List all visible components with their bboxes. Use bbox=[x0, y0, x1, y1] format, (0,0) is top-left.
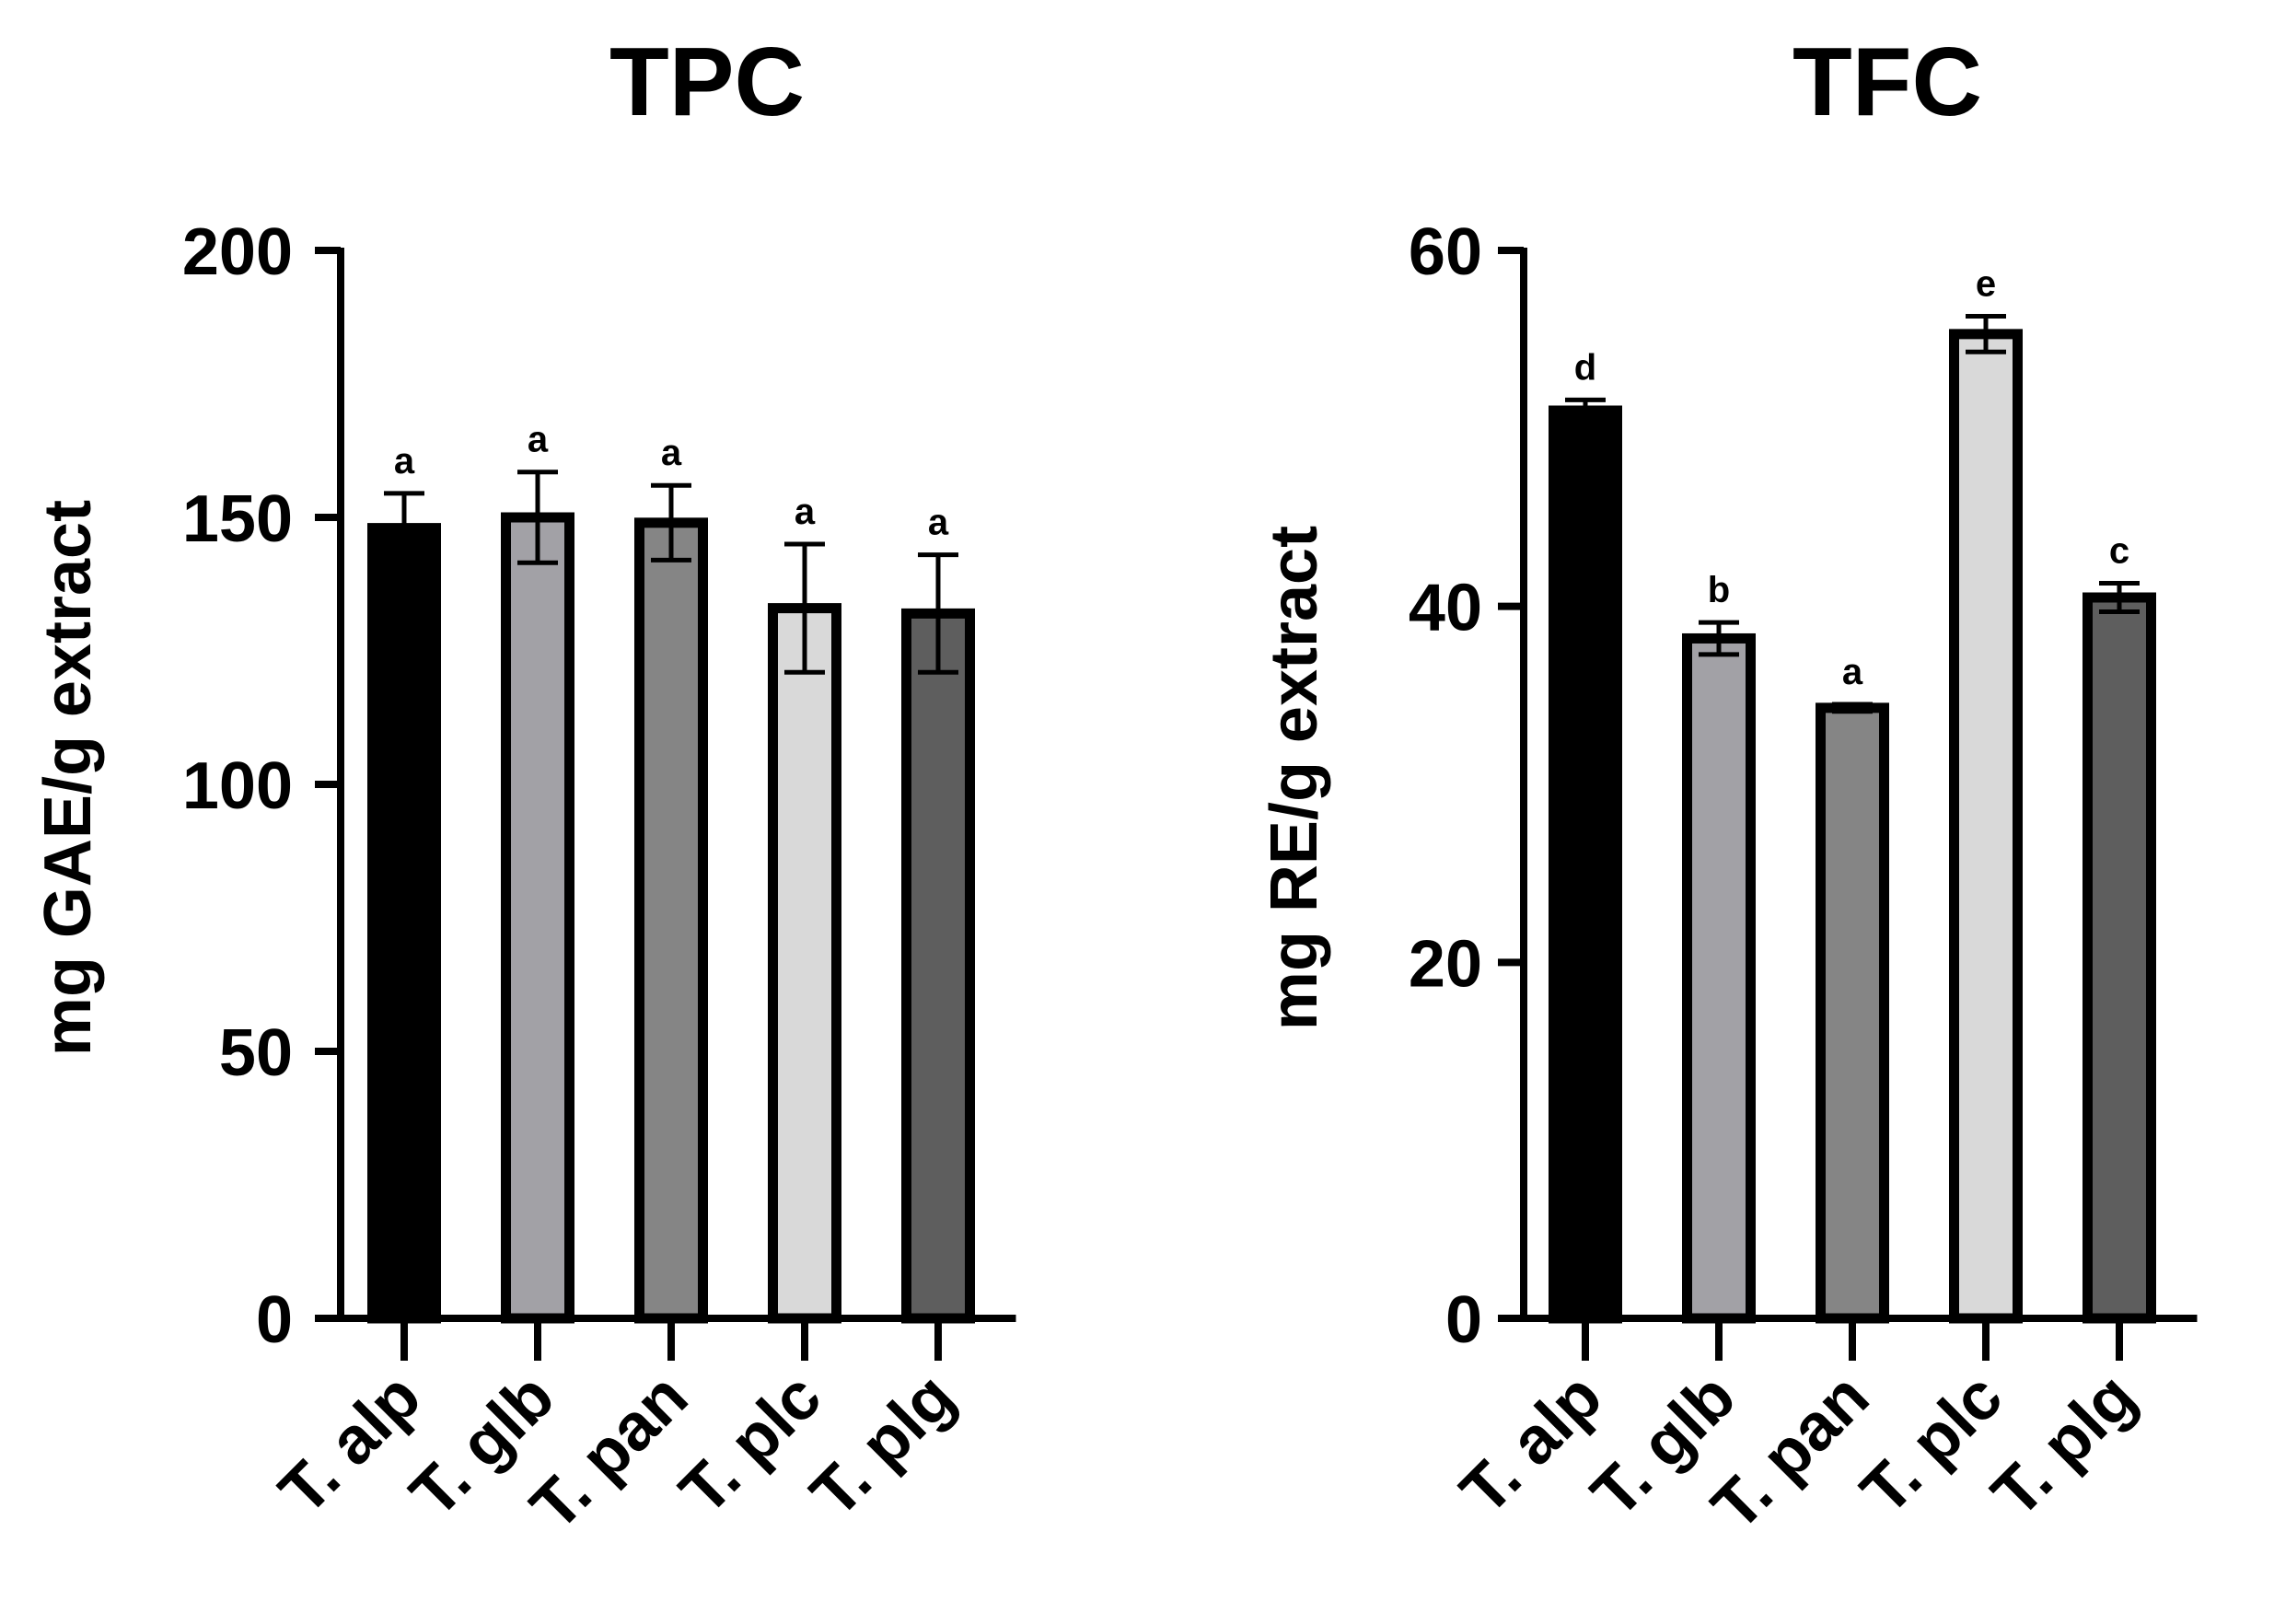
tfc-xtick-label-3: T. plc bbox=[1847, 1360, 2016, 1529]
tfc-bar-0 bbox=[1549, 405, 1622, 1324]
tfc-ytick-label-0: 0 bbox=[1445, 1283, 1482, 1357]
tpc-xtick-label-0: T. alp bbox=[265, 1360, 435, 1529]
tfc-annotation-2: a bbox=[1842, 652, 1863, 692]
tpc-panel: TPC mg GAE/g extract 0 50 100 150 200 a T. alp a T… bbox=[31, 28, 1016, 1545]
tpc-ytick-label-3: 150 bbox=[182, 482, 293, 556]
tfc-ytick-label-2: 40 bbox=[1409, 572, 1482, 645]
tfc-annotation-1: b bbox=[1708, 570, 1730, 610]
tpc-bar-1 bbox=[501, 512, 574, 1324]
tfc-ytick-label-1: 20 bbox=[1409, 927, 1482, 1001]
tfc-annotation-0: d bbox=[1574, 347, 1596, 388]
tfc-bar-1 bbox=[1682, 632, 1756, 1324]
tfc-bar-3 bbox=[1949, 329, 2023, 1324]
tpc-annotation-3: a bbox=[795, 492, 816, 532]
tfc-annotation-3: e bbox=[1976, 264, 1996, 305]
tpc-xtick-label-3: T. plc bbox=[666, 1360, 835, 1529]
tpc-xtick-label-4: T. plg bbox=[797, 1360, 969, 1532]
tpc-ylabel: mg GAE/g extract bbox=[31, 500, 105, 1056]
tpc-ytick-label-2: 100 bbox=[182, 749, 293, 823]
tfc-title: TFC bbox=[1793, 28, 1982, 136]
tpc-annotation-4: a bbox=[928, 503, 949, 543]
tpc-ytick-label-1: 50 bbox=[219, 1016, 293, 1090]
tpc-title: TPC bbox=[609, 28, 805, 136]
tfc-annotation-4: c bbox=[2109, 531, 2129, 572]
tpc-annotation-2: a bbox=[661, 433, 682, 473]
tfc-bar-2 bbox=[1816, 702, 1889, 1324]
tpc-bar-3 bbox=[768, 603, 841, 1324]
tpc-bar-2 bbox=[634, 517, 708, 1324]
tfc-xtick-label-4: T. plg bbox=[1978, 1360, 2151, 1532]
tpc-bar-0 bbox=[367, 523, 441, 1324]
tpc-bar-4 bbox=[901, 608, 975, 1324]
tfc-bar-4 bbox=[2083, 592, 2156, 1324]
tfc-ytick-label-3: 60 bbox=[1409, 215, 1482, 289]
tfc-xtick-label-0: T. alp bbox=[1446, 1360, 1616, 1529]
tpc-ytick-label-0: 0 bbox=[256, 1283, 293, 1357]
tpc-xtick-label-2: T. pan bbox=[516, 1360, 702, 1545]
tfc-ylabel: mg RE/g extract bbox=[1258, 526, 1331, 1030]
tpc-ytick-label-4: 200 bbox=[182, 215, 293, 289]
tfc-xtick-label-2: T. pan bbox=[1698, 1360, 1883, 1545]
tpc-annotation-1: a bbox=[528, 420, 549, 460]
tpc-annotation-0: a bbox=[394, 441, 415, 481]
